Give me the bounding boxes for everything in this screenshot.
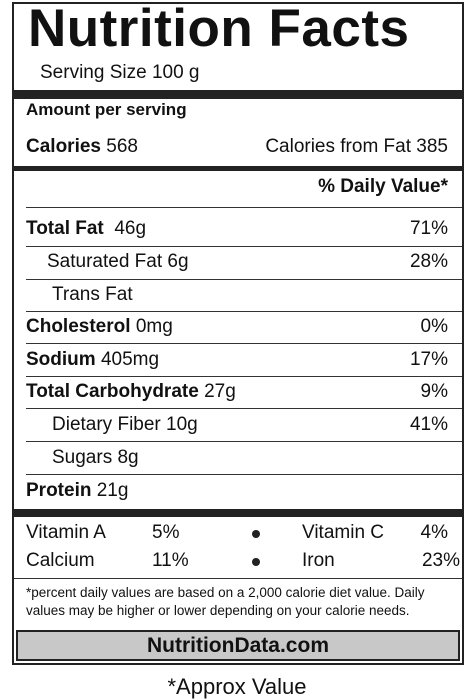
vitamin-a-label: Vitamin A	[26, 522, 106, 543]
calcium-dv: 11%	[152, 550, 189, 571]
dv-saturated-fat: 28%	[409, 251, 448, 272]
footnote: *percent daily values are based on a 2,0…	[26, 585, 425, 618]
calories-row: Calories 568 Calories from Fat 385	[26, 132, 448, 162]
medium-divider	[14, 166, 462, 171]
divider	[26, 279, 462, 280]
divider	[26, 408, 462, 409]
divider	[26, 441, 462, 442]
approx-caption: *Approx Value	[167, 674, 307, 699]
divider	[26, 311, 462, 312]
vitamin-c-dv: 4%	[420, 522, 448, 543]
thick-divider	[14, 509, 462, 517]
dv-cholesterol: 0%	[420, 316, 448, 337]
nutrient-row-sodium: Sodium 405mg 17%	[26, 349, 448, 370]
label-title: Nutrition Facts	[28, 2, 410, 58]
iron-label: Iron	[302, 550, 335, 571]
calories: Calories 568	[26, 136, 138, 157]
daily-value-header: % Daily Value*	[318, 176, 448, 197]
divider	[26, 343, 462, 344]
nutrition-label: Nutrition Facts Serving Size 100 g Amoun…	[12, 2, 464, 665]
vitamin-a-dv: 5%	[152, 522, 180, 543]
nutrient-row-dietary-fiber: Dietary Fiber 10g 41%	[52, 414, 448, 435]
calories-from-fat: Calories from Fat 385	[265, 136, 448, 157]
thick-divider	[14, 90, 462, 99]
divider	[26, 474, 462, 475]
nutrient-row-sugars: Sugars 8g	[52, 447, 139, 468]
calcium-label: Calcium	[26, 550, 95, 571]
dv-sodium: 17%	[409, 349, 448, 370]
nutrient-row-total-carbohydrate: Total Carbohydrate 27g 9%	[26, 381, 448, 402]
divider	[26, 246, 462, 247]
divider	[26, 207, 462, 208]
brand-banner: NutritionData.com	[16, 630, 460, 661]
dv-total-fat: 71%	[409, 218, 448, 239]
vitamin-c-label: Vitamin C	[302, 522, 385, 543]
divider	[14, 578, 462, 579]
nutrient-row-protein: Protein 21g	[26, 480, 129, 501]
dv-dietary-fiber: 41%	[409, 414, 448, 435]
nutrient-row-saturated-fat: Saturated Fat 6g 28%	[47, 251, 448, 272]
iron-dv: 23%	[421, 550, 460, 571]
bullet-icon	[252, 558, 260, 566]
nutrient-row-total-fat: Total Fat 46g 71%	[26, 218, 448, 239]
dv-total-carbohydrate: 9%	[420, 381, 448, 402]
divider	[26, 376, 462, 377]
nutrient-row-cholesterol: Cholesterol 0mg 0%	[26, 316, 448, 337]
nutrient-row-trans-fat: Trans Fat	[52, 284, 133, 305]
serving-size: Serving Size 100 g	[40, 62, 200, 83]
bullet-icon	[252, 530, 260, 538]
amount-per-serving: Amount per serving	[26, 100, 187, 119]
